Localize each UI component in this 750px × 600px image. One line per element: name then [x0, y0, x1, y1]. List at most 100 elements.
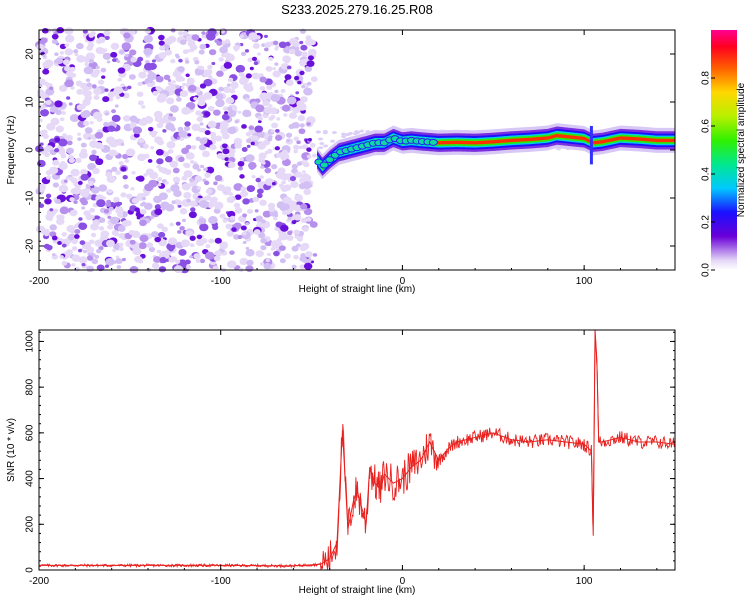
noise-speck: [158, 40, 165, 46]
noise-speck: [64, 27, 74, 35]
noise-speck: [189, 200, 197, 207]
noise-speck: [143, 47, 153, 56]
noise-speck: [285, 132, 293, 138]
halo-speck: [330, 139, 336, 143]
noise-speck: [91, 258, 99, 265]
noise-speck: [79, 240, 86, 245]
noise-speck: [189, 235, 196, 241]
noise-speck: [240, 186, 247, 192]
noise-speck: [147, 159, 153, 163]
noise-speck: [233, 222, 242, 230]
noise-speck: [153, 110, 163, 119]
noise-speck: [61, 232, 67, 237]
noise-speck: [224, 157, 230, 162]
noise-speck: [261, 43, 266, 47]
noise-speck: [65, 70, 74, 77]
noise-speck: [76, 42, 84, 50]
y-tick-label: -10: [25, 190, 36, 205]
noise-speck: [177, 31, 184, 36]
noise-speck: [128, 74, 136, 80]
noise-speck: [194, 60, 200, 65]
noise-speck: [298, 145, 303, 150]
noise-speck: [181, 218, 186, 223]
noise-speck: [122, 115, 131, 122]
noise-speck: [300, 242, 310, 250]
spectrogram-noise: [35, 26, 675, 274]
noise-speck: [83, 29, 88, 34]
noise-speck: [281, 104, 291, 112]
noise-speck: [258, 141, 267, 149]
noise-speck: [306, 122, 311, 126]
noise-speck: [257, 188, 264, 195]
noise-speck: [142, 143, 149, 149]
noise-speck: [207, 105, 215, 112]
noise-speck: [166, 188, 172, 193]
noise-speck: [49, 224, 57, 231]
noise-speck: [119, 50, 125, 54]
noise-speck: [155, 75, 164, 83]
noise-speck: [104, 35, 110, 40]
noise-speck: [189, 255, 193, 259]
noise-speck: [36, 43, 45, 51]
noise-speck: [138, 71, 147, 79]
noise-speck: [109, 201, 116, 208]
noise-speck: [218, 86, 225, 92]
noise-speck: [118, 246, 124, 252]
noise-speck: [279, 258, 286, 264]
noise-speck: [301, 51, 308, 57]
noise-speck: [148, 246, 156, 252]
noise-speck: [259, 86, 266, 91]
noise-speck: [293, 136, 299, 141]
noise-speck: [255, 177, 261, 183]
noise-speck: [293, 229, 300, 235]
noise-speck: [260, 237, 267, 244]
noise-speck: [156, 139, 165, 146]
noise-speck: [92, 167, 100, 175]
noise-speck: [71, 254, 81, 262]
colorbar-tick-label: 0.2: [701, 215, 712, 229]
noise-speck: [175, 85, 180, 89]
noise-speck: [158, 266, 167, 273]
noise-speck: [118, 160, 124, 166]
noise-speck: [300, 217, 308, 223]
noise-speck: [198, 127, 204, 133]
noise-speck: [245, 73, 252, 79]
noise-speck: [251, 175, 256, 179]
noise-speck: [283, 184, 292, 191]
noise-speck: [58, 162, 68, 170]
spectrogram-track: [314, 123, 675, 180]
noise-speck: [220, 127, 229, 135]
noise-speck: [257, 116, 262, 120]
noise-speck: [259, 199, 267, 206]
noise-speck: [151, 59, 156, 63]
noise-speck: [205, 243, 211, 249]
noise-speck: [242, 198, 250, 205]
noise-speck: [172, 167, 180, 174]
noise-speck: [178, 130, 188, 138]
noise-speck: [52, 253, 56, 257]
noise-speck: [248, 32, 258, 40]
snr-y-label: SNR (10 * v/v): [6, 418, 17, 482]
noise-speck: [256, 52, 261, 56]
noise-speck: [82, 89, 90, 97]
noise-speck: [199, 83, 207, 89]
noise-speck: [189, 180, 197, 187]
noise-speck: [48, 217, 53, 222]
noise-speck: [229, 215, 236, 221]
noise-speck: [88, 58, 95, 64]
noise-speck: [278, 41, 287, 49]
noise-speck: [292, 40, 300, 48]
noise-speck: [51, 235, 58, 241]
noise-speck: [294, 194, 304, 202]
noise-speck: [45, 169, 53, 176]
noise-speck: [240, 51, 247, 57]
track-blob: [319, 161, 329, 169]
noise-speck: [228, 161, 236, 169]
noise-speck: [161, 168, 168, 174]
noise-speck: [242, 213, 247, 218]
noise-speck: [238, 166, 244, 171]
noise-speck: [213, 181, 218, 186]
noise-speck: [95, 158, 104, 166]
noise-speck: [103, 121, 109, 127]
